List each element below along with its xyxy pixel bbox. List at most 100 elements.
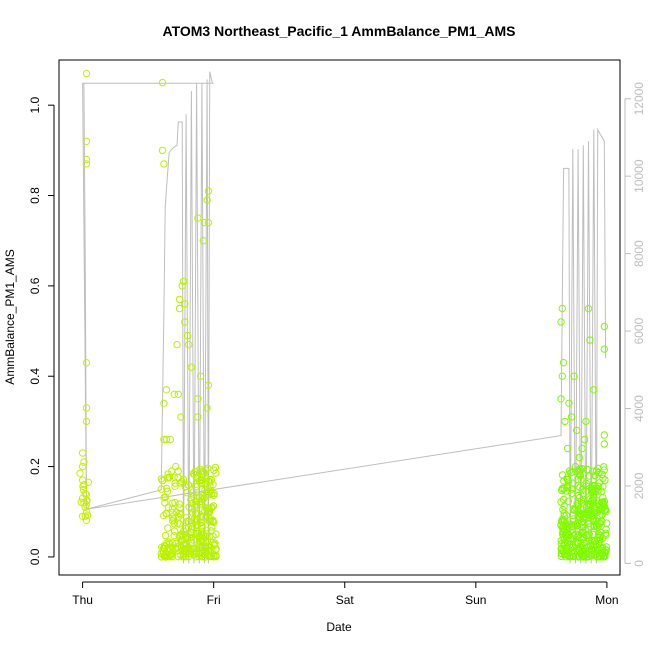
data-point: [179, 527, 188, 535]
data-point: [175, 509, 184, 518]
data-point: [569, 552, 578, 561]
data-point: [192, 483, 200, 491]
data-point: [584, 304, 593, 313]
data-point: [205, 508, 214, 516]
data-point: [204, 504, 212, 512]
data-point: [582, 417, 590, 426]
data-point: [569, 479, 577, 487]
data-point: [565, 399, 573, 407]
data-point: [158, 146, 167, 155]
data-point: [192, 516, 200, 525]
data-point: [202, 514, 210, 522]
data-point: [585, 472, 593, 480]
data-point: [598, 545, 606, 553]
data-point: [567, 469, 575, 477]
x-axis: Thu Fri Sat Sun Mon: [72, 581, 619, 607]
data-point: [77, 498, 85, 506]
data-point: [586, 336, 594, 344]
data-point: [575, 453, 584, 462]
data-point: [212, 530, 220, 538]
data-point: [558, 486, 566, 495]
data-point: [79, 485, 88, 494]
data-point: [574, 475, 582, 484]
data-point: [591, 481, 599, 490]
data-point: [182, 514, 191, 522]
data-point: [567, 413, 576, 421]
data-point: [196, 538, 205, 546]
data-point: [162, 509, 171, 517]
data-point: [557, 318, 565, 326]
data-point: [590, 386, 598, 394]
y2-tick-label: 8000: [632, 240, 646, 267]
y-tick-label: 0.6: [28, 277, 42, 294]
data-point: [600, 440, 608, 448]
data-point: [197, 475, 206, 484]
data-point: [571, 530, 580, 538]
data-point: [575, 513, 584, 522]
data-point: [194, 413, 202, 421]
data-point: [204, 381, 213, 389]
data-point: [181, 300, 189, 308]
y2-tick-label: 0: [632, 560, 646, 567]
data-point: [184, 481, 193, 489]
data-point: [173, 543, 182, 551]
data-point: [166, 435, 175, 444]
data-point: [163, 484, 171, 493]
data-point: [161, 493, 170, 501]
data-point: [563, 475, 572, 484]
data-point: [207, 487, 215, 495]
data-point: [163, 539, 171, 547]
data-point: [160, 399, 168, 407]
data-point: [570, 372, 578, 380]
data-point: [202, 466, 210, 474]
data-point: [199, 491, 207, 500]
data-point: [202, 538, 210, 547]
data-point: [562, 529, 570, 537]
data-point: [209, 481, 217, 489]
data-point: [80, 458, 88, 466]
data-point: [78, 449, 87, 457]
data-point: [571, 462, 580, 471]
data-point: [212, 552, 220, 561]
data-point: [172, 539, 181, 548]
data-point: [162, 435, 171, 444]
data-point: [203, 196, 211, 204]
data-point: [82, 155, 91, 164]
data-point: [168, 509, 177, 517]
data-point: [602, 546, 610, 554]
data-point: [595, 505, 604, 514]
data-point: [578, 499, 586, 508]
data-point: [204, 187, 213, 195]
data-point: [199, 538, 208, 547]
data-point: [196, 465, 204, 473]
data-point: [179, 277, 188, 286]
x-tick-label: Sun: [465, 593, 486, 607]
data-point: [576, 504, 584, 513]
data-point: [170, 390, 179, 398]
data-point: [179, 536, 187, 544]
data-point: [175, 500, 184, 508]
data-point: [199, 237, 207, 245]
data-point: [578, 465, 586, 473]
data-point: [580, 495, 588, 504]
data-point: [557, 549, 566, 557]
data-point: [588, 497, 596, 505]
data-point: [594, 523, 602, 532]
data-point: [164, 470, 172, 478]
y2-tick-label: 12000: [632, 82, 646, 116]
data-point: [576, 471, 584, 479]
data-point: [174, 513, 183, 521]
data-point: [595, 479, 603, 487]
data-point: [159, 544, 168, 552]
data-point: [161, 499, 169, 507]
data-point: [574, 491, 583, 499]
data-point: [600, 345, 608, 353]
data-point: [594, 519, 602, 528]
y-axis-right: 0 2000 4000 6000 8000 10000 12000: [624, 82, 646, 567]
data-point: [160, 552, 169, 560]
data-point: [189, 469, 198, 478]
data-point: [200, 547, 208, 555]
data-point: [598, 487, 606, 495]
data-point: [557, 395, 565, 403]
data-point: [558, 372, 566, 380]
